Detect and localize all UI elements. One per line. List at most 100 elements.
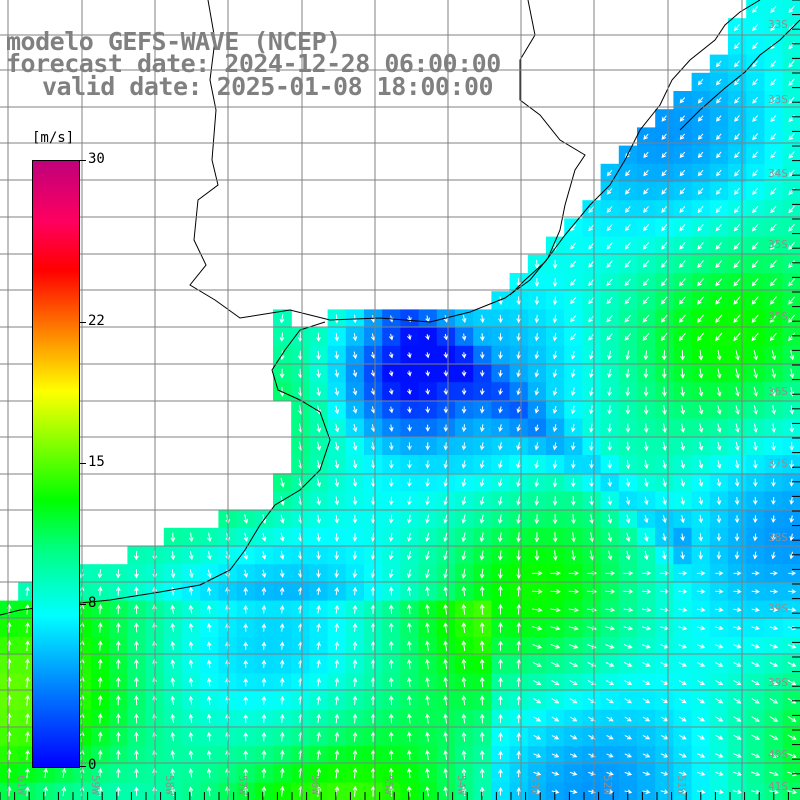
- wind-arrow: [624, 242, 631, 250]
- wind-arrow: [770, 96, 777, 104]
- wind-arrow: [498, 351, 503, 360]
- wind-arrow: [461, 695, 467, 706]
- wind-arrow: [188, 569, 194, 579]
- wind-arrow: [552, 532, 558, 543]
- wind-arrow: [680, 405, 686, 415]
- wind-arrow: [516, 532, 521, 543]
- wind-arrow: [206, 677, 212, 687]
- wind-arrow: [134, 586, 139, 596]
- wind-arrow: [461, 568, 467, 579]
- wind-arrow: [589, 387, 594, 397]
- wind-arrow: [134, 731, 139, 742]
- wind-arrow: [516, 388, 521, 396]
- wind-arrow: [389, 424, 394, 432]
- wind-arrow: [443, 586, 449, 596]
- wind-arrow: [407, 532, 412, 542]
- wind-arrow: [443, 749, 448, 760]
- wind-arrow: [552, 550, 558, 561]
- wind-arrow: [134, 569, 139, 579]
- wind-arrow: [697, 278, 704, 287]
- wind-arrow: [752, 497, 758, 506]
- wind-arrow: [789, 441, 795, 451]
- colorbar-tick: [80, 321, 86, 323]
- wind-arrow: [516, 677, 522, 687]
- wind-arrow: [516, 296, 522, 306]
- wind-arrow: [678, 662, 688, 667]
- wind-arrow: [788, 589, 797, 594]
- wind-arrow: [588, 224, 595, 232]
- wind-arrow: [771, 441, 776, 451]
- wind-arrow: [25, 786, 30, 797]
- wind-arrow: [733, 332, 741, 342]
- wind-arrow: [534, 278, 540, 288]
- colorbar-label: 30: [88, 151, 105, 167]
- wind-arrow: [170, 550, 176, 561]
- lat-label: 35S: [768, 310, 788, 323]
- wind-arrow: [479, 695, 485, 706]
- wind-arrow: [243, 695, 249, 705]
- wind-arrow: [206, 695, 212, 705]
- wind-arrow: [170, 749, 176, 760]
- wind-arrow: [789, 533, 794, 542]
- wind-arrow: [115, 731, 121, 742]
- wind-arrow: [425, 731, 430, 742]
- wind-arrow: [569, 716, 578, 722]
- wind-arrow: [97, 713, 103, 724]
- wind-arrow: [715, 607, 724, 613]
- wind-arrow: [679, 224, 686, 232]
- wind-arrow: [696, 625, 706, 631]
- wind-arrow: [679, 133, 685, 140]
- wind-arrow: [787, 734, 797, 740]
- wind-arrow: [715, 716, 724, 722]
- wind-arrow: [534, 550, 540, 561]
- wind-arrow: [243, 586, 249, 596]
- wind-arrow: [570, 351, 576, 360]
- wind-arrow: [733, 662, 742, 667]
- wind-arrow: [643, 133, 649, 140]
- wind-arrow: [316, 332, 321, 342]
- wind-arrow: [697, 296, 705, 305]
- wind-arrow: [461, 333, 467, 341]
- wind-arrow: [788, 60, 795, 68]
- wind-arrow: [407, 569, 412, 579]
- wind-arrow: [733, 680, 742, 685]
- wind-arrow: [769, 771, 779, 777]
- wind-arrow: [787, 752, 797, 758]
- wind-arrow: [516, 314, 522, 324]
- wind-arrow: [370, 622, 376, 633]
- wind-arrow: [243, 532, 249, 542]
- wind-arrow: [751, 241, 759, 250]
- wind-arrow: [316, 785, 322, 797]
- wind-arrow: [407, 550, 412, 561]
- colorbar-tick: [80, 160, 86, 161]
- wind-arrow: [642, 224, 649, 232]
- wind-arrow: [662, 405, 667, 415]
- wind-arrow: [715, 187, 722, 195]
- wind-arrow: [752, 133, 759, 141]
- lat-label: 35S: [768, 238, 788, 251]
- lat-label: 41S: [768, 780, 788, 793]
- wind-arrow: [589, 441, 594, 451]
- wind-arrow: [570, 315, 577, 323]
- wind-arrow: [752, 96, 759, 104]
- wind-arrow: [533, 734, 542, 740]
- wind-arrow: [716, 386, 722, 397]
- wind-arrow: [25, 712, 30, 724]
- wind-arrow: [678, 607, 688, 613]
- wind-arrow: [316, 478, 321, 488]
- wind-arrow: [734, 169, 740, 177]
- wind-arrow: [407, 604, 412, 615]
- wind-arrow: [352, 441, 358, 451]
- wind-arrow: [733, 570, 742, 576]
- wind-arrow: [678, 680, 687, 685]
- wind-arrow: [261, 677, 267, 687]
- wind-arrow: [261, 785, 267, 797]
- wind-arrow: [660, 314, 668, 323]
- wind-arrow: [662, 459, 667, 470]
- wind-arrow: [352, 749, 358, 761]
- wind-arrow: [425, 640, 430, 651]
- wind-arrow: [569, 680, 578, 685]
- wind-arrow: [642, 771, 651, 776]
- colorbar-tick: [80, 766, 86, 767]
- wind-arrow: [479, 370, 485, 377]
